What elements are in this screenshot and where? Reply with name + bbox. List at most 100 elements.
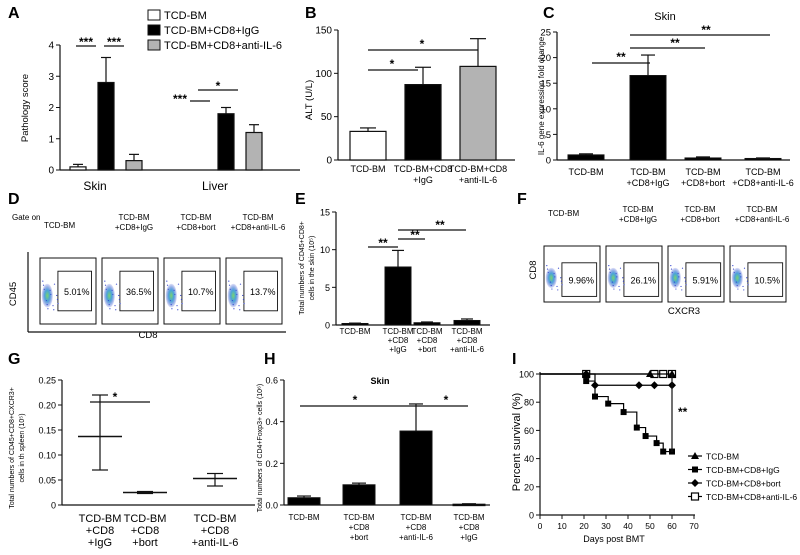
panel-i-xtick-label-2: 20 xyxy=(579,521,589,531)
panel-d-dot-2-13 xyxy=(181,303,183,305)
panel-letter-d: D xyxy=(8,191,20,208)
panel-g-xlabel-0: TCD-BM +CD8 +IgG xyxy=(79,513,122,549)
panel-b-ytick-label-0: 0 xyxy=(326,156,332,167)
panel-f-dot-3-9 xyxy=(740,276,742,278)
panel-d-dot-2-4 xyxy=(173,289,175,291)
panel-f-dot-3-6 xyxy=(743,289,745,291)
panel-f-dot-2-1 xyxy=(680,285,682,288)
panel-e-ylabel-line2: cells in the skin (10⁵) xyxy=(309,236,316,301)
panel-i-xtick-label-4: 40 xyxy=(623,521,633,531)
panel-d-dot-3-0 xyxy=(228,280,230,282)
panel-d-dot-1-8 xyxy=(118,298,121,301)
panel-i-legend-label-3: TCD-BM+CD8+anti-IL-6 xyxy=(706,492,797,502)
panel-d-dot-2-12 xyxy=(171,308,173,310)
panel-e-sig-3: ** xyxy=(435,218,445,232)
panel-letter-e: E xyxy=(295,191,306,208)
panel-h-title: Skin xyxy=(370,376,389,386)
panel-f-xaxis: CXCR3 xyxy=(668,306,700,317)
panel-d-dot-2-0 xyxy=(166,280,168,282)
panel-letter-b: B xyxy=(305,5,317,22)
panel-c-ytick-label-1: 5 xyxy=(546,130,551,141)
panel-f-cells-1 xyxy=(607,267,619,289)
panel-e-ylabel-line1: Total numbers of CD45+CD8+ xyxy=(299,221,306,315)
panel-d-dot-0-0 xyxy=(42,280,44,282)
panel-c-title: Skin xyxy=(654,11,675,23)
panel-c-xlabel-0: TCD-BM xyxy=(569,167,604,177)
panel-d-dot-3-6 xyxy=(239,309,241,311)
panel-c-ytick-label-0: 0 xyxy=(546,156,551,167)
panel-a-bar-2-0 xyxy=(125,160,143,171)
panel-d-dot-0-11 xyxy=(53,283,56,285)
panel-e-bar-3 xyxy=(453,319,481,326)
panel-d-gate-3 xyxy=(243,270,278,312)
panel-d-dot-1-10 xyxy=(105,288,107,290)
panel-g-ytick-label-1: 0.05 xyxy=(38,476,56,486)
panel-d-flow: Gate on TCD-BM CD45 CD8 5.01% TCD-BM +CD8+… xyxy=(8,213,286,341)
panel-g-ylabel-line1: Total numbers of CD45+CD8+CXCR3+ xyxy=(9,387,16,509)
panel-f-dot-1-12 xyxy=(613,288,615,290)
panel-f-dot-2-6 xyxy=(681,289,683,291)
panel-d-dot-0-6 xyxy=(53,309,55,311)
panel-f-dot-1-4 xyxy=(615,272,617,275)
panel-b-bar-1 xyxy=(404,83,442,161)
panel-b-xlabel-2: TCD-BM+CD8 +anti-IL-6 xyxy=(449,164,507,185)
panel-c-bar-0 xyxy=(567,154,605,161)
panel-d-dot-1-0 xyxy=(104,280,106,282)
panel-d-cells-2 xyxy=(165,283,177,308)
panel-i-xtick-label-5: 50 xyxy=(645,521,655,531)
panel-a-group-liver: Liver xyxy=(202,179,228,193)
panel-letter-h: H xyxy=(264,351,276,368)
panel-i-ytick-label-2: 40 xyxy=(524,454,534,464)
panel-i-ytick-label-4: 80 xyxy=(524,398,534,408)
panel-letter-g: G xyxy=(8,351,20,368)
panel-d-cells-1 xyxy=(103,283,115,308)
panel-d-percent-1: 36.5% xyxy=(126,287,152,297)
panel-i-legend-marker-2 xyxy=(691,479,699,487)
panel-c-ytick-label-5: 25 xyxy=(540,28,551,39)
panel-g-ylabel-line2: cells in th spleen (10⁵) xyxy=(19,413,26,482)
panel-d-dot-1-1 xyxy=(114,305,116,307)
panel-d-dot-1-7 xyxy=(108,304,110,306)
panel-d-dot-0-5 xyxy=(42,284,45,286)
panel-i-ytick-label-3: 60 xyxy=(524,426,534,436)
panel-c-ytick-label-4: 20 xyxy=(540,53,551,64)
panel-f-dot-2-10 xyxy=(671,271,673,274)
panel-i-xtick-label-7: 70 xyxy=(689,521,699,531)
panel-h-bar-0 xyxy=(287,497,321,506)
panel-i-legend-marker-3 xyxy=(690,492,700,501)
panel-h-chart: 0.0 0.2 0.4 0.6 TCD-BM TCD-BM +CD8 +bort TCD-BM… xyxy=(257,376,490,542)
panel-d-dot-3-8 xyxy=(242,298,245,301)
panel-d-dot-0-8 xyxy=(56,298,59,301)
panel-f-header-1: TCD-BM xyxy=(548,209,579,218)
panel-d-dot-3-2 xyxy=(231,299,234,302)
panel-a-bar-0-0 xyxy=(69,166,87,171)
panel-h-xlabel-3: TCD-BM +CD8 +IgG xyxy=(453,513,484,542)
panel-d-percent-0: 5.01% xyxy=(64,287,90,297)
panel-f-dot-0-5 xyxy=(546,268,549,270)
panel-i-marker-1-8 xyxy=(660,448,667,455)
panel-f-dot-2-13 xyxy=(685,284,687,286)
panel-d-dot-1-2 xyxy=(107,299,110,302)
panel-f-percent-3: 10.5% xyxy=(755,276,781,286)
panel-c-bar-1 xyxy=(629,75,667,161)
panel-f-dot-0-13 xyxy=(561,284,563,286)
panel-a-ytick-label-2: 2 xyxy=(48,103,54,114)
panel-c-xlabel-2: TCD-BM +CD8+bort xyxy=(681,167,726,188)
panel-h-sig-2: * xyxy=(444,393,449,407)
panel-c-sig-1: ** xyxy=(616,50,626,64)
panel-i-legend-label-0: TCD-BM xyxy=(706,452,739,462)
panel-c-ytick-label-3: 15 xyxy=(540,79,551,90)
panel-d-gate-0 xyxy=(57,270,92,312)
panel-f-dot-3-11 xyxy=(743,267,746,269)
panel-f-dot-0-3 xyxy=(560,277,562,279)
panel-d-dot-2-6 xyxy=(177,309,179,311)
panel-h-ytick-label-2: 0.4 xyxy=(265,417,278,427)
panel-a-ylabel: Pathology score xyxy=(20,74,31,142)
panel-d-cells-3 xyxy=(227,283,239,308)
panel-f-dot-2-7 xyxy=(674,284,676,287)
panel-g-ytick-label-5: 0.25 xyxy=(38,376,56,386)
panel-d-dot-2-9 xyxy=(174,293,176,296)
panel-i-ytick-label-0: 0 xyxy=(529,511,534,521)
panel-i-legend-label-2: TCD-BM+CD8+bort xyxy=(706,479,781,489)
